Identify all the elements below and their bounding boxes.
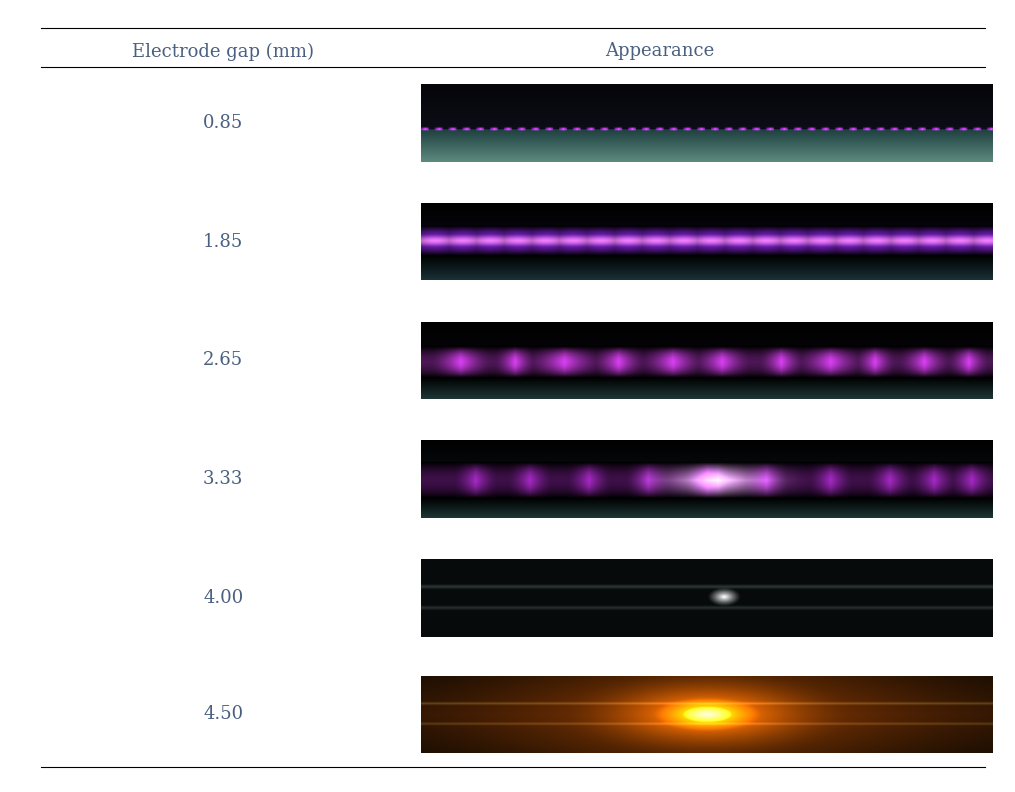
Text: Electrode gap (mm): Electrode gap (mm) bbox=[132, 42, 315, 61]
Text: Appearance: Appearance bbox=[605, 43, 715, 60]
Text: 0.85: 0.85 bbox=[203, 114, 244, 131]
Text: 2.65: 2.65 bbox=[203, 352, 244, 369]
Text: 4.50: 4.50 bbox=[203, 706, 244, 723]
Text: 4.00: 4.00 bbox=[203, 589, 244, 607]
Text: 3.33: 3.33 bbox=[203, 470, 244, 488]
Text: 1.85: 1.85 bbox=[203, 233, 244, 250]
